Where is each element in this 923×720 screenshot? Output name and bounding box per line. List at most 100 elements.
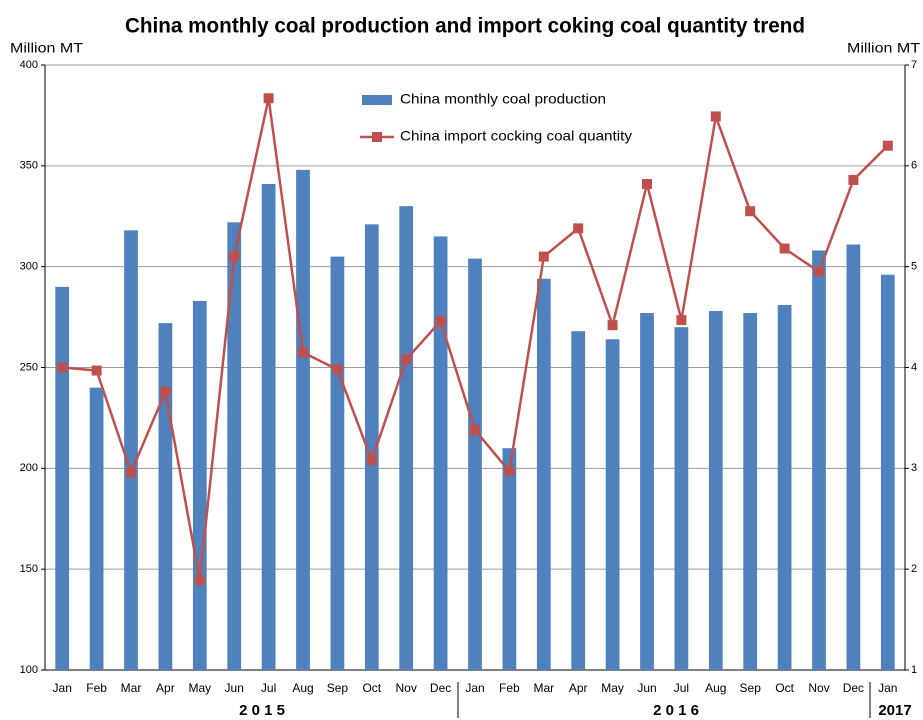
line-marker — [710, 111, 721, 122]
bar — [536, 278, 551, 670]
line-marker — [401, 354, 412, 365]
x-tick-label: Feb — [499, 681, 520, 695]
bar — [330, 256, 345, 670]
y-tick-label: 300 — [20, 261, 38, 273]
x-tick-label: Apr — [569, 681, 588, 695]
bar — [880, 274, 895, 670]
line-marker — [814, 266, 824, 277]
bar — [812, 250, 826, 671]
line-marker — [573, 223, 584, 234]
x-tick-label: Dec — [430, 681, 451, 695]
legend-swatch — [362, 95, 392, 105]
legend-swatch — [372, 132, 382, 142]
line-marker — [57, 362, 68, 373]
line-marker — [91, 365, 102, 376]
bar — [571, 331, 586, 670]
y-tick-label: 250 — [20, 361, 38, 373]
bar — [846, 244, 861, 670]
x-tick-label: Mar — [121, 681, 142, 695]
line-marker — [882, 140, 893, 151]
x-tick-label: Sep — [327, 681, 349, 695]
x-tick-label: May — [601, 681, 624, 695]
x-tick-label: Mar — [533, 681, 554, 695]
x-tick-label: Aug — [292, 681, 313, 695]
bar — [261, 183, 276, 670]
y2-tick-label: 1 — [911, 664, 917, 676]
line-marker — [160, 386, 171, 397]
line-marker — [538, 251, 549, 262]
line-marker — [504, 466, 515, 477]
year-label: 2 0 1 5 — [239, 702, 285, 719]
line-marker — [779, 243, 790, 254]
x-tick-label: Feb — [86, 681, 107, 695]
bar — [433, 236, 448, 670]
y-tick-label: 200 — [20, 462, 38, 474]
line-marker — [298, 347, 308, 358]
bar — [468, 258, 482, 670]
x-tick-label: May — [188, 681, 211, 695]
line-marker — [194, 575, 205, 586]
x-tick-label: Jul — [261, 681, 276, 695]
x-tick-label: Jul — [674, 681, 689, 695]
line-marker — [435, 316, 446, 327]
bar — [158, 323, 173, 670]
x-tick-label: Oct — [362, 681, 381, 695]
y2-tick-label: 3 — [911, 462, 917, 474]
bar — [55, 286, 70, 670]
x-tick-label: Oct — [775, 681, 794, 695]
y-tick-label: 100 — [20, 664, 38, 676]
x-tick-label: Jan — [878, 681, 897, 695]
bar — [124, 230, 138, 670]
x-tick-label: Jan — [53, 681, 72, 695]
y2-tick-label: 7 — [911, 59, 917, 71]
y-tick-label: 400 — [20, 59, 38, 71]
year-label: 2017 — [878, 702, 911, 719]
bar — [399, 206, 414, 670]
bar — [89, 387, 104, 670]
x-tick-label: Nov — [808, 681, 829, 695]
x-tick-label: Jun — [225, 681, 244, 695]
y2-tick-label: 5 — [911, 261, 917, 273]
bar — [743, 313, 758, 670]
line-marker — [229, 251, 240, 262]
line-marker — [470, 425, 480, 436]
y2-axis-label: Million MT — [847, 40, 921, 56]
bar — [708, 311, 723, 670]
y2-tick-label: 4 — [911, 361, 917, 373]
legend-label: China import cocking coal quantity — [400, 128, 632, 144]
x-tick-label: Aug — [705, 681, 726, 695]
line-marker — [745, 206, 756, 217]
bar — [364, 224, 379, 671]
line-marker — [642, 178, 652, 189]
line-marker — [676, 315, 687, 326]
chart-title: China monthly coal production and import… — [125, 15, 805, 38]
x-tick-label: Dec — [843, 681, 864, 695]
bar — [296, 169, 310, 670]
bar — [502, 448, 517, 670]
x-tick-label: Jan — [465, 681, 484, 695]
y-tick-label: 350 — [20, 160, 38, 172]
y-axis-label: Million MT — [10, 40, 84, 56]
x-tick-label: Nov — [396, 681, 417, 695]
line-marker — [126, 467, 136, 478]
bar — [227, 222, 242, 671]
year-label: 2 0 1 6 — [653, 702, 699, 719]
x-tick-label: Apr — [156, 681, 175, 695]
y2-tick-label: 2 — [911, 563, 917, 575]
bar — [777, 304, 792, 670]
legend-label: China monthly coal production — [400, 91, 606, 107]
line-marker — [848, 174, 859, 185]
bar — [674, 327, 689, 670]
line-marker — [332, 364, 343, 375]
bar — [640, 313, 654, 670]
x-tick-label: Jun — [637, 681, 656, 695]
y-tick-label: 150 — [20, 563, 38, 575]
line-marker — [607, 320, 618, 331]
line-marker — [366, 455, 377, 466]
y2-tick-label: 6 — [911, 160, 917, 172]
x-tick-label: Sep — [740, 681, 762, 695]
line-marker — [263, 93, 274, 104]
bar — [192, 300, 207, 670]
bar — [605, 339, 620, 670]
